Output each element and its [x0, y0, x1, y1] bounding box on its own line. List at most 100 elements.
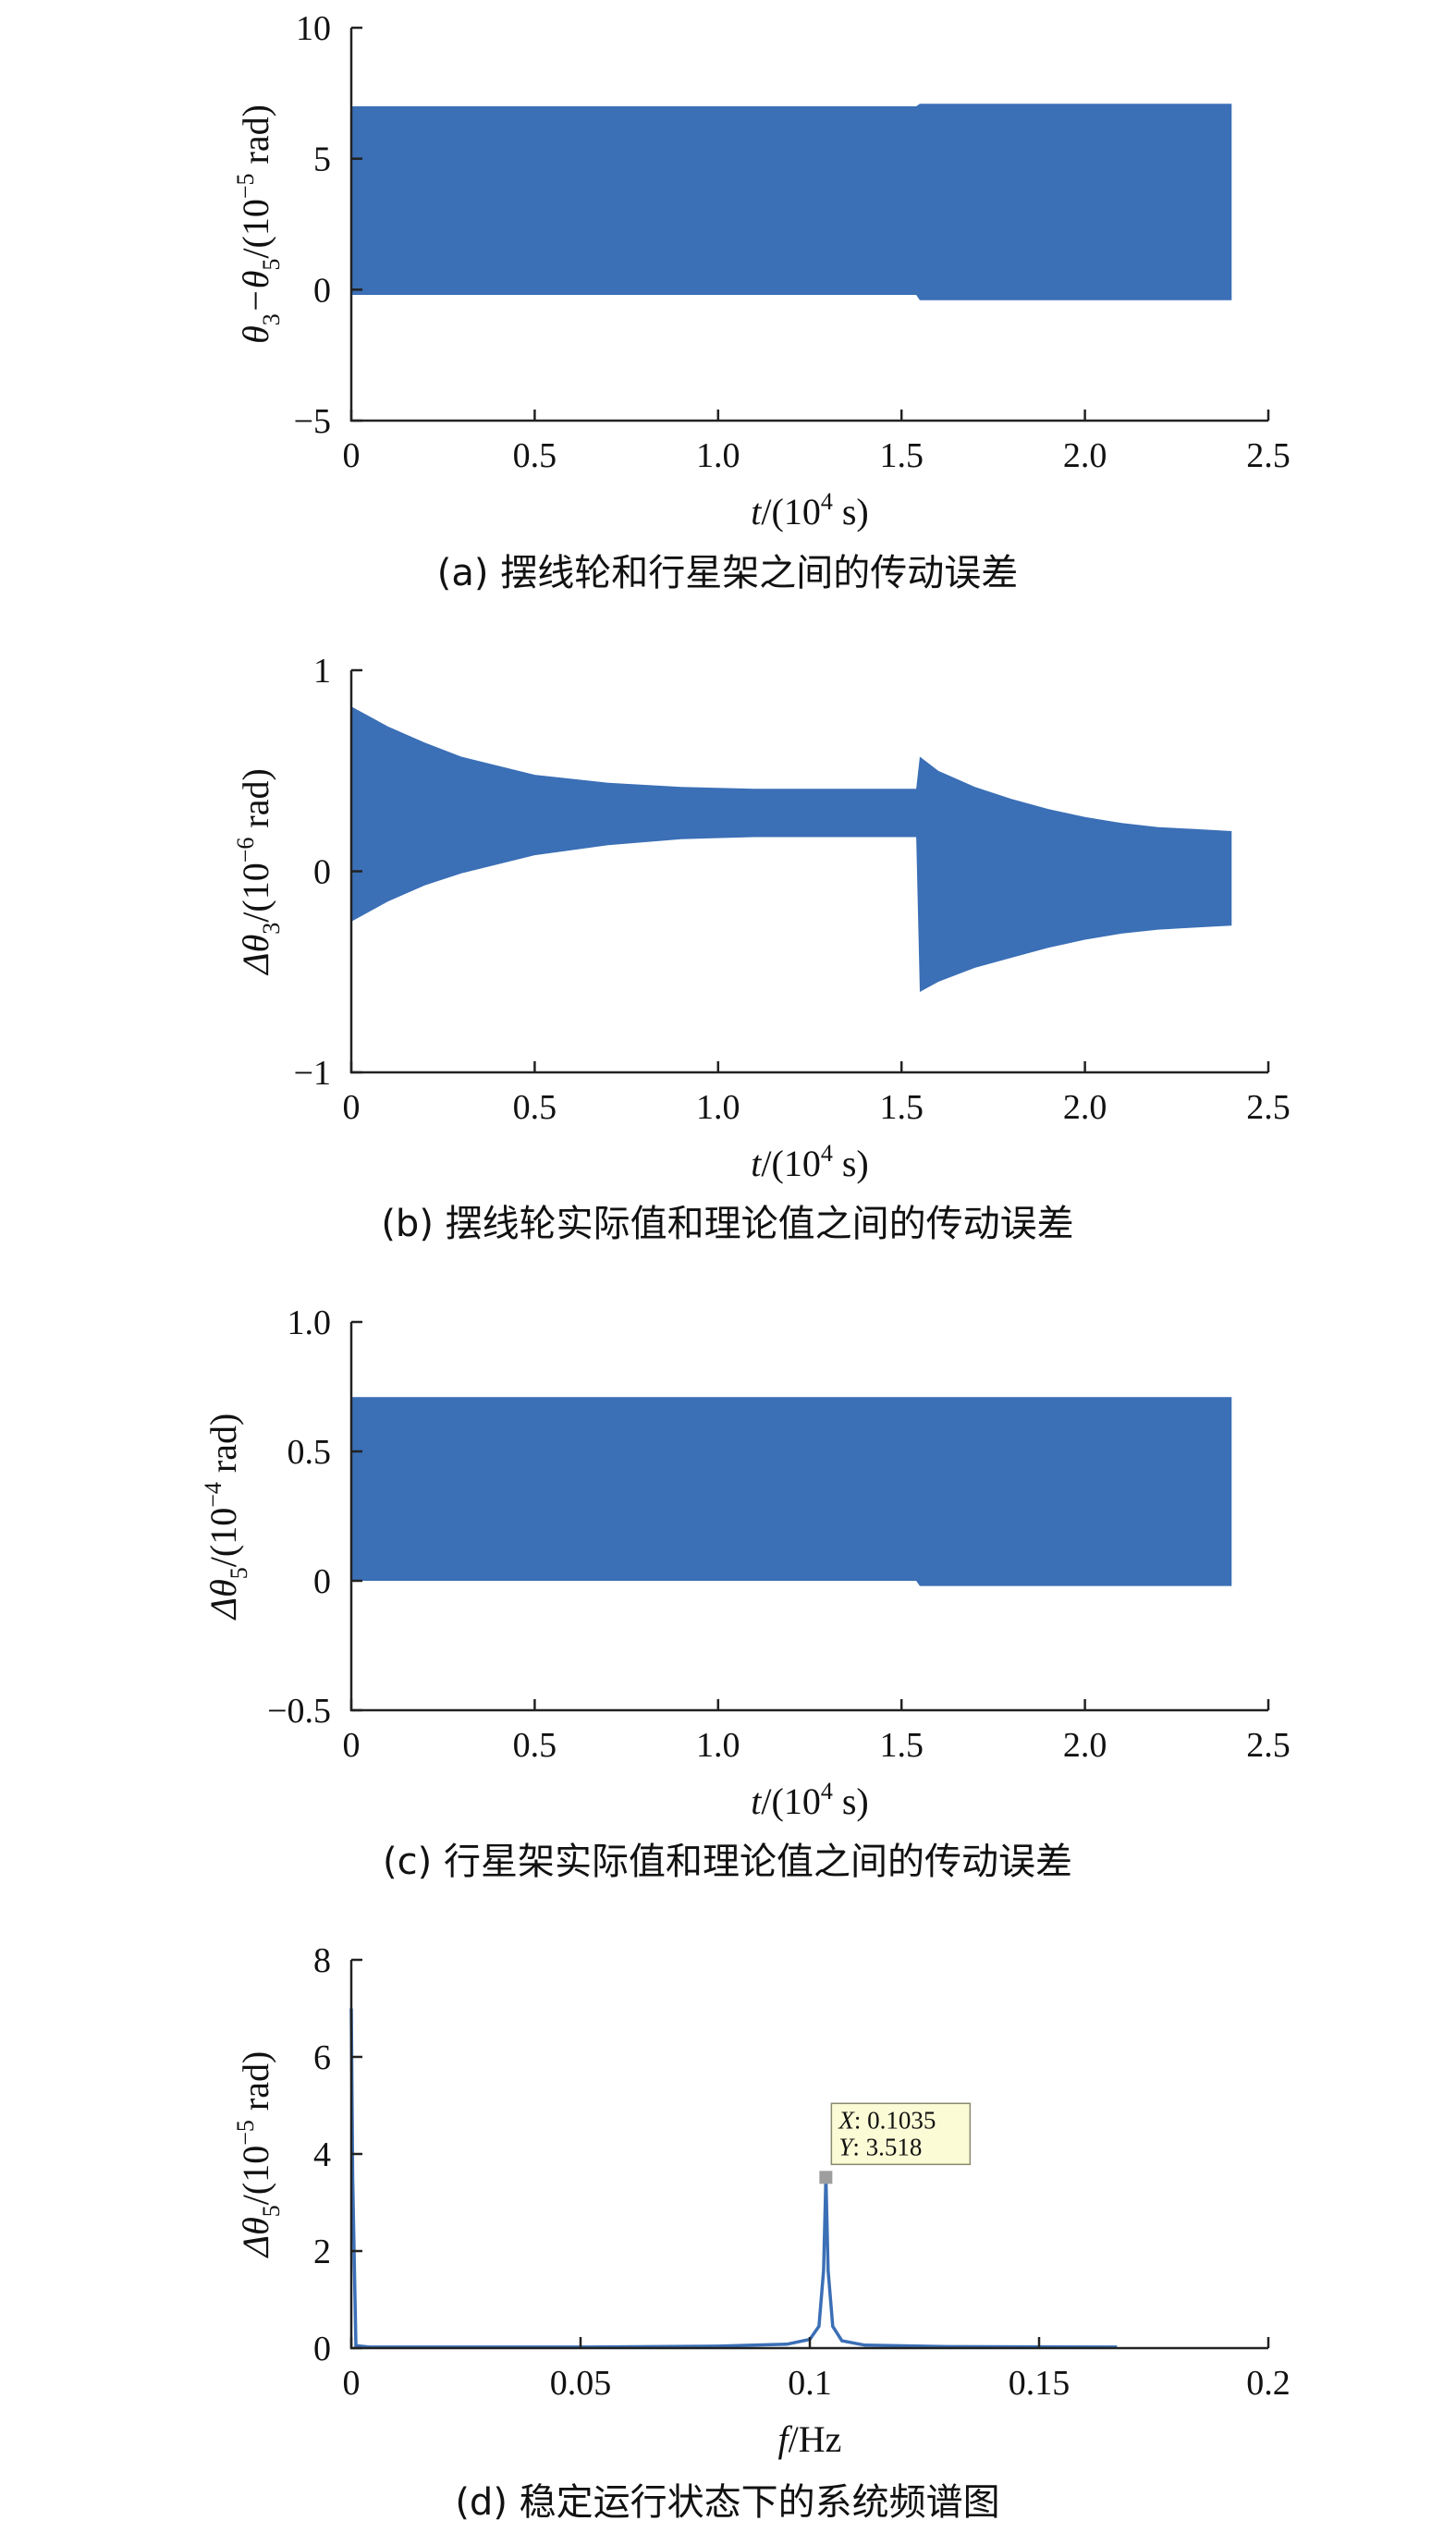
x-tick-label: 0	[343, 2364, 361, 2403]
x-tick-label: 2.0	[1063, 1726, 1107, 1765]
datatip-marker	[819, 2171, 833, 2184]
x-tick-label: 2.5	[1246, 436, 1291, 475]
datatip-x: X: 0.1035	[838, 2106, 936, 2134]
spectrum-line	[349, 2008, 1118, 2349]
y-axis-unit-pre: /(10	[202, 1508, 244, 1567]
x-axis-unit-sup: 4	[821, 488, 833, 515]
y-tick-label: −5	[294, 402, 331, 441]
x-tick-label: 2.0	[1063, 1088, 1107, 1127]
oscillation-band	[351, 1397, 1232, 1586]
datatip-x-value: 0.1035	[867, 2106, 936, 2134]
datatip-box	[830, 2102, 972, 2166]
x-tick-label: 0	[343, 436, 361, 475]
x-axis-unit-pre: /(10	[761, 1780, 820, 1822]
panel-caption: (b) 摆线轮实际值和理论值之间的传动误差	[381, 1203, 1073, 1245]
x-axis-unit-sup: 4	[821, 1778, 833, 1805]
y-axis-sub: 5	[258, 2205, 285, 2217]
datatip-y-label: Y	[838, 2133, 855, 2160]
x-tick-label: 0.15	[1009, 2364, 1071, 2403]
y-tick-label: −0.5	[267, 1692, 331, 1731]
y-axis-unit-sup: −5	[232, 174, 259, 200]
x-tick-label: 0.05	[550, 2364, 612, 2403]
panel-caption: (c) 行星架实际值和理论值之间的传动误差	[383, 1841, 1072, 1883]
y-tick-label: 0	[313, 271, 331, 310]
x-axis-unit-post: s)	[833, 1143, 869, 1184]
datatip-x-label: X	[838, 2106, 855, 2134]
x-axis-label: f/Hz	[778, 2418, 842, 2460]
y-tick-label: 0.5	[288, 1433, 332, 1472]
x-tick-label: 0	[343, 1088, 361, 1127]
oscillation-band	[351, 104, 1232, 300]
x-axis-unit: /Hz	[789, 2418, 842, 2460]
y-axis-unit-pre: /(10	[235, 199, 276, 258]
y-tick-label: 0	[313, 2330, 331, 2368]
y-axis-var: θ	[235, 325, 276, 344]
x-tick-label: 1.5	[879, 1088, 924, 1127]
x-axis-label: t/(104 s)	[751, 1140, 868, 1184]
y-axis-label: Δθ3/(10−6 rad)	[232, 768, 285, 976]
x-tick-label: 1.5	[879, 436, 924, 475]
y-axis-unit-sup: −6	[232, 838, 259, 863]
x-tick-label: 0	[343, 1726, 361, 1765]
y-axis-sub2: 5	[258, 259, 285, 271]
y-tick-label: 0	[313, 853, 331, 892]
x-axis-label: t/(104 s)	[751, 1778, 868, 1822]
x-axis-unit-pre: /(10	[761, 1143, 820, 1184]
y-axis-unit-sup: −5	[232, 2120, 259, 2146]
x-axis-unit-sup: 4	[821, 1140, 833, 1167]
x-axis-var: t	[751, 1780, 762, 1822]
y-axis-unit-post: rad)	[235, 104, 276, 173]
x-tick-label: 0.2	[1246, 2364, 1291, 2403]
y-axis-sub: 3	[258, 923, 285, 935]
y-tick-label: 4	[313, 2135, 331, 2174]
y-tick-label: 1	[313, 652, 331, 691]
y-tick-label: 0	[313, 1562, 331, 1601]
x-axis-unit-pre: /(10	[761, 491, 820, 532]
x-tick-label: 0.5	[513, 1726, 557, 1765]
y-axis-var2: −θ	[235, 271, 276, 314]
y-tick-label: 6	[313, 2038, 331, 2077]
datatip-sep: :	[854, 2106, 867, 2134]
y-axis-unit-sup: −4	[200, 1482, 226, 1508]
x-axis-label: t/(104 s)	[751, 488, 868, 532]
x-tick-label: 2.0	[1063, 436, 1107, 475]
oscillation-band	[351, 706, 1232, 992]
y-axis-unit-post: rad)	[235, 768, 276, 837]
x-tick-label: 2.5	[1246, 1726, 1291, 1765]
y-axis-sub: 5	[226, 1567, 252, 1579]
x-axis-unit-post: s)	[833, 491, 869, 532]
y-axis-unit-post: rad)	[235, 2051, 276, 2120]
y-tick-label: 2	[313, 2233, 331, 2271]
y-tick-label: −1	[294, 1054, 331, 1093]
datatip-y-value: 3.518	[866, 2133, 923, 2160]
y-tick-label: 8	[313, 1941, 331, 1980]
y-axis-var: Δθ	[202, 1579, 244, 1621]
datatip-y: Y: 3.518	[838, 2133, 922, 2160]
y-tick-label: 5	[313, 141, 331, 179]
x-axis-var: t	[751, 491, 762, 532]
x-tick-label: 1.0	[696, 1088, 740, 1127]
y-axis-label: Δθ5/(10−4 rad)	[200, 1413, 252, 1621]
panel-c: 0 0.5 1.0 1.5 2.0 2.5−0.500.51.0t/(104 s)Δθ5/…	[200, 1303, 1291, 1883]
y-axis-unit-post: rad)	[202, 1413, 244, 1482]
y-tick-label: 10	[296, 9, 331, 48]
panel-caption: (d) 稳定运行状态下的系统频谱图	[455, 2481, 999, 2524]
axes-frame	[349, 1960, 1268, 2350]
datatip-sep: :	[852, 2133, 865, 2160]
x-tick-label: 0.5	[513, 1088, 557, 1127]
x-tick-label: 1.5	[879, 1726, 924, 1765]
y-axis-unit-pre: /(10	[235, 2146, 276, 2205]
y-axis-sub: 3	[258, 313, 285, 325]
panel-caption: (a) 摆线轮和行星架之间的传动误差	[437, 552, 1018, 594]
x-tick-label: 1.0	[696, 436, 740, 475]
x-tick-label: 0.1	[788, 2364, 832, 2403]
y-axis-var: Δθ	[235, 2217, 276, 2258]
x-axis-unit-post: s)	[833, 1780, 869, 1822]
y-tick-label: 1.0	[288, 1303, 332, 1342]
y-axis-var: Δθ	[235, 935, 276, 976]
y-axis-label: θ3−θ5/(10−5 rad)	[232, 104, 285, 344]
x-tick-label: 0.5	[513, 436, 557, 475]
